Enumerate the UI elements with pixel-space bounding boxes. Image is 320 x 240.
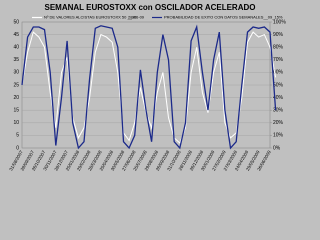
y-tick-label: 10	[13, 120, 19, 126]
y2-tick-label: 0%	[273, 145, 281, 151]
series-line	[21, 24, 277, 150]
y-tick-label: 50	[13, 19, 19, 25]
y-tick-label: 30	[13, 70, 19, 76]
chart-title: SEMANAL EUROSTOXX con OSCILADOR ACELERAD…	[45, 3, 256, 12]
y-tick-label: 20	[13, 95, 19, 101]
y-tick-label: 40	[13, 45, 19, 51]
y-tick-label: 35	[13, 57, 19, 63]
legend	[30, 14, 260, 21]
y2-tick-label: 60%	[273, 70, 284, 76]
y-tick-label: 25	[13, 82, 19, 88]
y2-tick-label: 80%	[273, 45, 284, 51]
annotation: 28-06-09	[128, 15, 145, 20]
y2-tick-label: 70%	[273, 57, 284, 63]
y2-tick-label: 50%	[273, 82, 284, 88]
y-tick-label: 0	[16, 145, 19, 151]
y-tick-label: 45	[13, 32, 19, 38]
y2-tick-label: 30%	[273, 108, 284, 114]
y2-tick-label: 40%	[273, 95, 284, 101]
y-tick-label: 5	[16, 133, 19, 139]
y2-tick-label: 100%	[273, 19, 286, 25]
legend-label: Nº DE VALORES ALCISTAS EUROSTOXX 50 __30	[44, 15, 137, 20]
y2-tick-label: 90%	[273, 32, 284, 38]
chart: SEMANAL EUROSTOXX con OSCILADOR ACELERAD…	[8, 3, 286, 171]
legend-label: PROBABILIDAD DE EXITO CON DATOS SEMANALE…	[164, 15, 283, 20]
y-tick-label: 15	[13, 108, 19, 114]
y2-tick-label: 20%	[273, 120, 284, 126]
y2-tick-label: 10%	[273, 133, 284, 139]
